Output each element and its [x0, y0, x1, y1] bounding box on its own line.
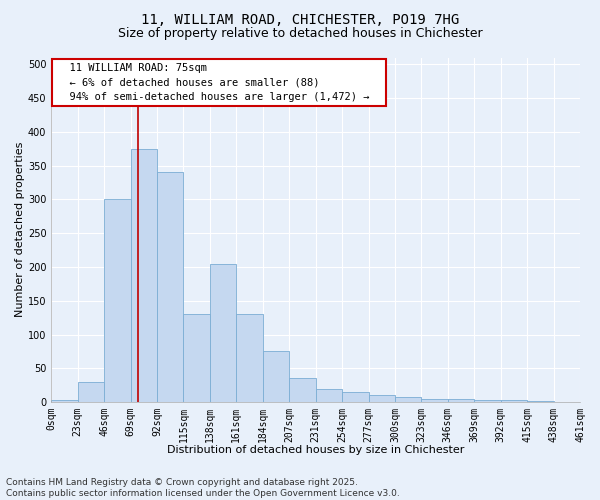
- Bar: [51, 400, 78, 402]
- Y-axis label: Number of detached properties: Number of detached properties: [15, 142, 25, 318]
- Text: 11, WILLIAM ROAD, CHICHESTER, PO19 7HG: 11, WILLIAM ROAD, CHICHESTER, PO19 7HG: [141, 12, 459, 26]
- Bar: [368, 396, 395, 402]
- Bar: [184, 314, 210, 402]
- Bar: [421, 398, 448, 402]
- Bar: [342, 392, 368, 402]
- Bar: [157, 172, 184, 402]
- Bar: [474, 400, 500, 402]
- Bar: [448, 398, 474, 402]
- Bar: [131, 148, 157, 402]
- Bar: [78, 382, 104, 402]
- Text: Contains HM Land Registry data © Crown copyright and database right 2025.
Contai: Contains HM Land Registry data © Crown c…: [6, 478, 400, 498]
- Bar: [527, 401, 554, 402]
- X-axis label: Distribution of detached houses by size in Chichester: Distribution of detached houses by size …: [167, 445, 464, 455]
- Bar: [236, 314, 263, 402]
- Bar: [210, 264, 236, 402]
- Bar: [263, 352, 289, 402]
- Bar: [289, 378, 316, 402]
- Bar: [104, 200, 131, 402]
- Bar: [395, 396, 421, 402]
- Text: Size of property relative to detached houses in Chichester: Size of property relative to detached ho…: [118, 28, 482, 40]
- Bar: [316, 388, 342, 402]
- Text: 11 WILLIAM ROAD: 75sqm  
  ← 6% of detached houses are smaller (88)  
  94% of s: 11 WILLIAM ROAD: 75sqm ← 6% of detached …: [56, 62, 382, 102]
- Bar: [500, 400, 527, 402]
